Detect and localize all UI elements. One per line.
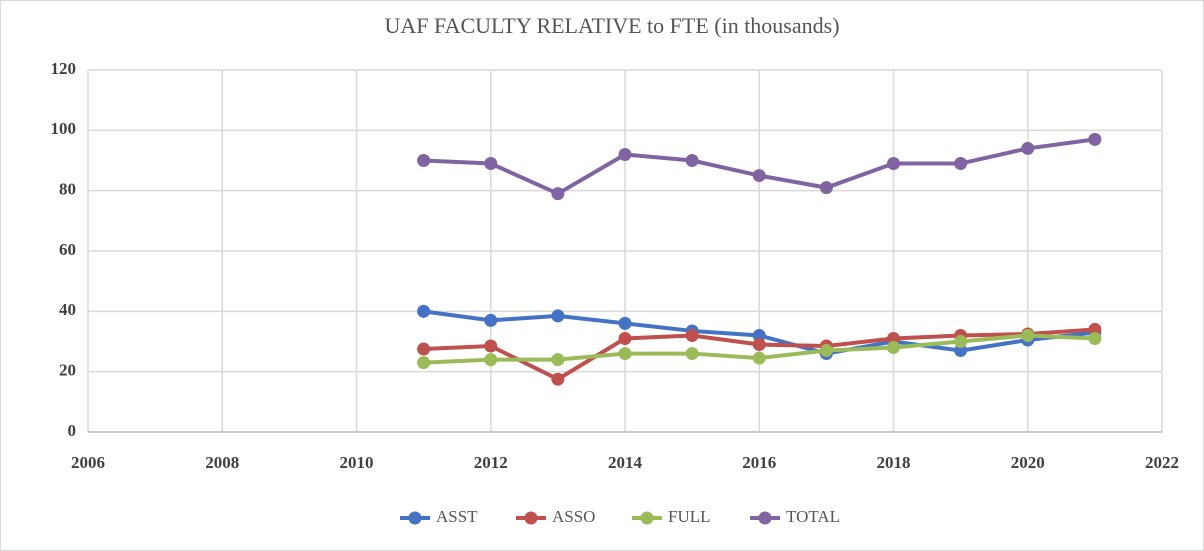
point [685,347,699,361]
y-tick-label: 80 [59,180,76,199]
point [417,342,431,356]
point [752,338,766,352]
point [417,304,431,318]
point [819,181,833,195]
legend-label: FULL [668,507,711,526]
point [1088,322,1102,336]
point [752,328,766,342]
point [484,313,498,327]
point [484,157,498,171]
y-tick-label: 0 [68,421,77,440]
point [1021,328,1035,342]
x-tick-label: 2010 [340,453,374,472]
point [1088,331,1102,345]
legend-label: ASSO [552,507,595,526]
point [484,353,498,367]
x-tick-label: 2022 [1145,453,1179,472]
point [417,154,431,167]
point [819,344,833,358]
x-tick-label: 2020 [1011,453,1045,472]
x-tick-label: 2014 [608,453,643,472]
point [618,331,632,345]
point [685,328,699,342]
legend-marker [758,511,772,525]
point [752,351,766,365]
x-tick-label: 2006 [71,453,105,472]
x-tick-label: 2012 [474,453,508,472]
y-tick-label: 120 [51,59,77,78]
point [752,169,766,183]
x-tick-label: 2016 [742,453,776,472]
legend-marker [524,511,538,525]
point [887,331,900,345]
point [887,341,900,355]
point [551,187,565,201]
point [685,154,699,167]
x-tick-label: 2018 [877,453,911,472]
point [484,339,498,353]
point [887,157,900,171]
y-tick-label: 60 [59,240,76,259]
y-tick-label: 40 [59,300,76,319]
point [1021,141,1035,155]
point [618,316,632,330]
point [551,372,565,386]
chart-title: UAF FACULTY RELATIVE to FTE (in thousand… [384,13,839,38]
legend-label: TOTAL [786,507,840,526]
point [551,309,565,323]
legend-marker [408,511,422,525]
point [618,147,632,161]
legend-marker [640,511,654,525]
y-tick-label: 100 [51,119,77,138]
point [954,344,968,358]
point [618,347,632,361]
point [954,157,968,171]
point [1088,132,1102,146]
point [417,356,431,370]
point [551,353,565,367]
x-tick-label: 2008 [205,453,239,472]
point [954,335,968,348]
legend-label: ASST [436,507,478,526]
y-tick-label: 20 [59,361,76,380]
